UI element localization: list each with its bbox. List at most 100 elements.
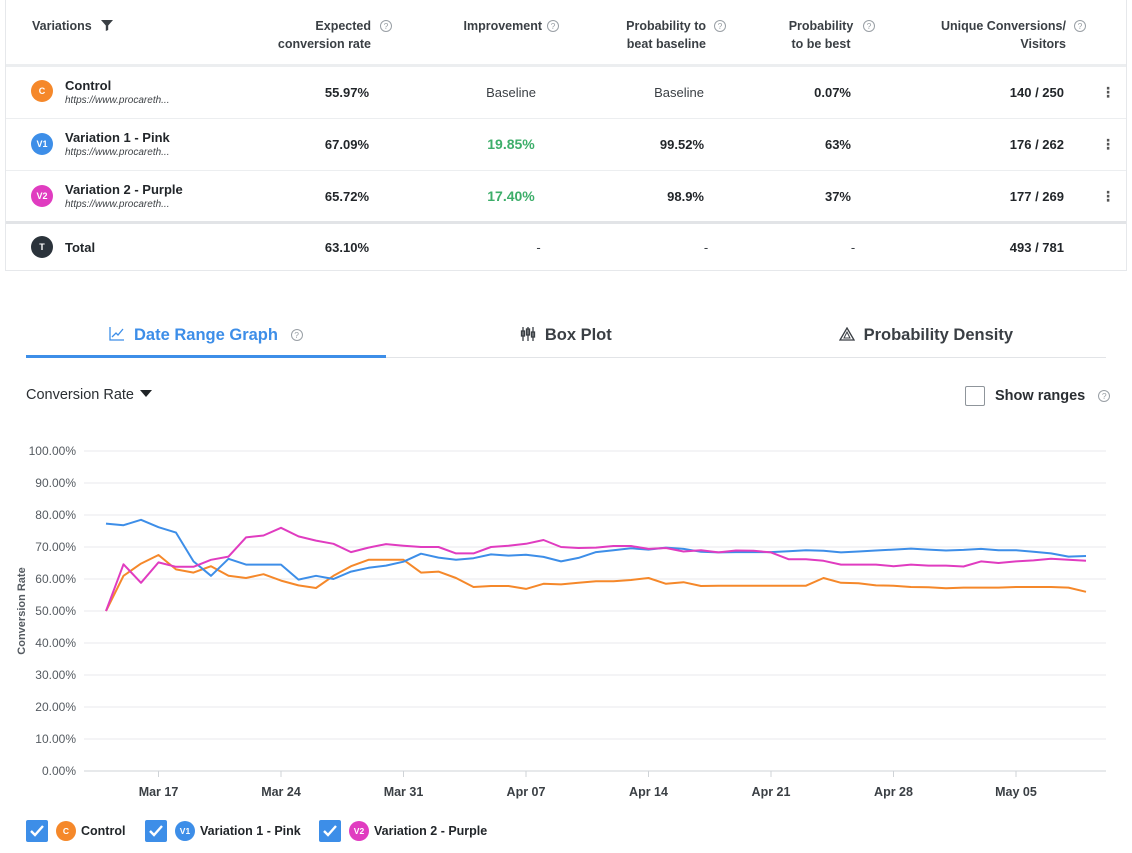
y-axis-ticks: 0.00% 10.00% 20.00% 30.00% 40.00% 50.00% 60.00… xyxy=(29,444,77,778)
series-line[interactable] xyxy=(105,554,1087,612)
header-unique-conversions: Unique Conversions/ Visitors xyxy=(906,17,1066,53)
prob-beat-value: - xyxy=(703,240,709,255)
active-tab-indicator xyxy=(26,355,386,358)
box-plot-icon xyxy=(521,327,536,341)
header-expected-line1: Expected xyxy=(315,19,371,33)
header-expected-line2: conversion rate xyxy=(277,37,371,51)
header-variations-label: Variations xyxy=(32,19,92,33)
header-variations[interactable]: Variations xyxy=(32,17,114,35)
more-options-icon[interactable]: ⋮ xyxy=(1101,136,1115,152)
legend-checkbox-checked[interactable] xyxy=(319,820,341,842)
series-line[interactable] xyxy=(105,526,1087,612)
x-tick-label: May 05 xyxy=(995,785,1037,799)
x-tick-label: Apr 14 xyxy=(629,785,668,799)
prob-beat-value: Baseline xyxy=(654,85,704,100)
tab-label: Probability Density xyxy=(863,326,1014,344)
conversions-value: 177 / 269 xyxy=(1009,189,1064,204)
legend-checkbox-checked[interactable] xyxy=(26,820,48,842)
variation-url[interactable]: https://www.procareth... xyxy=(65,199,170,210)
variation-url[interactable]: https://www.procareth... xyxy=(65,147,170,158)
y-tick-label: 0.00% xyxy=(42,764,76,778)
legend-checkbox-checked[interactable] xyxy=(145,820,167,842)
help-icon[interactable]: ? xyxy=(547,20,559,32)
variation-badge-v2: V2 xyxy=(31,185,53,207)
x-tick-label: Mar 17 xyxy=(139,785,179,799)
show-ranges-text: Show ranges xyxy=(995,388,1086,404)
help-icon[interactable]: ? xyxy=(1098,390,1111,402)
x-tick-label: Apr 28 xyxy=(874,785,913,799)
tab-label: Box Plot xyxy=(544,326,612,344)
prob-beat-value: 99.52% xyxy=(659,137,704,152)
expected-rate: 55.97% xyxy=(324,85,369,100)
header-prob-beat: Probability to beat baseline xyxy=(596,17,706,53)
variation-url[interactable]: https://www.procareth... xyxy=(65,95,170,106)
improvement-value: 17.40% xyxy=(487,188,535,204)
x-tick-label: Apr 07 xyxy=(507,785,546,799)
legend-item-control[interactable]: C Control xyxy=(26,820,131,842)
tab-date-range-graph[interactable]: Date Range Graph ? xyxy=(26,323,386,347)
series-line[interactable] xyxy=(105,518,1087,581)
total-label: Total xyxy=(65,240,96,255)
row-divider xyxy=(6,118,1126,119)
show-ranges-label[interactable]: Show ranges ? xyxy=(995,386,1111,406)
conversions-value: 140 / 250 xyxy=(1009,85,1064,100)
tabs-divider xyxy=(26,357,1106,358)
expected-rate: 63.10% xyxy=(324,240,369,255)
header-prob-beat-line1: Probability to xyxy=(626,19,706,33)
help-icon[interactable]: ? xyxy=(863,20,875,32)
line-chart-icon xyxy=(109,327,125,341)
total-divider xyxy=(6,221,1126,224)
help-icon[interactable]: ? xyxy=(290,329,303,341)
header-divider xyxy=(6,64,1126,67)
metric-dropdown-label: Conversion Rate xyxy=(26,387,134,403)
variation-name[interactable]: Variation 1 - Pink xyxy=(65,130,170,145)
variation-name[interactable]: Variation 2 - Purple xyxy=(65,182,183,197)
header-prob-best-line1: Probability xyxy=(788,19,854,33)
legend-badge: V1 xyxy=(175,821,195,841)
y-tick-label: 90.00% xyxy=(35,476,76,490)
expected-rate: 67.09% xyxy=(324,137,369,152)
prob-beat-value: 98.9% xyxy=(667,189,704,204)
show-ranges-checkbox[interactable] xyxy=(965,386,985,406)
y-axis-label: Conversion Rate xyxy=(16,567,28,654)
header-improvement-label: Improvement xyxy=(463,19,543,33)
check-icon xyxy=(149,825,163,837)
help-icon[interactable]: ? xyxy=(714,20,726,32)
y-tick-label: 50.00% xyxy=(35,604,76,618)
conversions-value: 176 / 262 xyxy=(1009,137,1064,152)
variation-name[interactable]: Control xyxy=(65,78,112,93)
more-options-icon[interactable]: ⋮ xyxy=(1101,84,1115,100)
help-icon[interactable]: ? xyxy=(380,20,392,32)
y-tick-label: 40.00% xyxy=(35,636,76,650)
filter-icon[interactable] xyxy=(101,19,114,31)
prob-best-value: 37% xyxy=(824,189,851,204)
triangle-density-icon xyxy=(838,326,856,341)
y-tick-label: 30.00% xyxy=(35,668,76,682)
legend-item-variation-1[interactable]: V1 Variation 1 - Pink xyxy=(145,820,310,842)
check-icon xyxy=(323,825,337,837)
chart-series xyxy=(105,518,1087,612)
chart-gridlines xyxy=(84,450,1106,772)
prob-best-value: 0.07% xyxy=(814,85,851,100)
header-prob-best: Probability to be best xyxy=(776,17,866,53)
tab-box-plot[interactable]: Box Plot xyxy=(386,323,746,347)
conversions-value: 493 / 781 xyxy=(1009,240,1064,255)
header-improvement: Improvement xyxy=(446,17,543,35)
x-tick-label: Mar 24 xyxy=(261,785,301,799)
x-axis-ticks: Mar 17 Mar 24 Mar 31 Apr 07 Apr 14 Apr 21 Apr … xyxy=(139,771,1037,799)
legend-badge: C xyxy=(56,821,76,841)
metric-dropdown[interactable]: Conversion Rate xyxy=(26,385,152,405)
more-options-icon[interactable]: ⋮ xyxy=(1101,188,1115,204)
legend-item-variation-2[interactable]: V2 Variation 2 - Purple xyxy=(319,820,499,842)
help-icon[interactable]: ? xyxy=(1074,20,1086,32)
legend-label: Control xyxy=(81,824,126,838)
variation-badge-total: T xyxy=(31,236,53,258)
caret-down-icon xyxy=(140,390,152,397)
header-unique-line2: Visitors xyxy=(1020,37,1066,51)
legend-label: Variation 2 - Purple xyxy=(374,824,488,838)
tab-probability-density[interactable]: Probability Density xyxy=(746,323,1106,347)
variation-badge-v1: V1 xyxy=(31,133,53,155)
improvement-value: - xyxy=(536,240,541,255)
header-unique-line1: Unique Conversions/ xyxy=(940,19,1066,33)
y-tick-label: 80.00% xyxy=(35,508,76,522)
